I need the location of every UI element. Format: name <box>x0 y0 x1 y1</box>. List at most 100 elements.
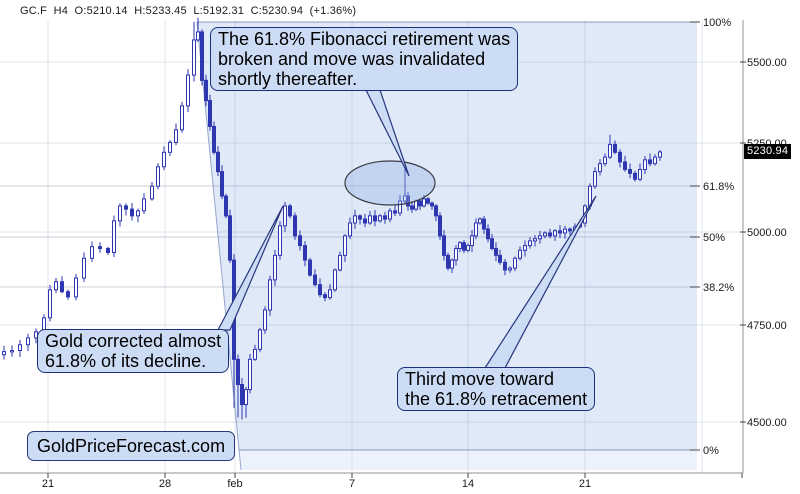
candle-body <box>268 279 272 311</box>
candle-body <box>26 337 30 346</box>
candle-body <box>442 235 446 256</box>
candle-body <box>513 257 517 269</box>
candle-body <box>503 261 507 271</box>
candle-body <box>338 254 342 271</box>
x-axis-label: 28 <box>159 478 171 490</box>
candle-body <box>406 195 410 207</box>
candle-body <box>628 169 632 174</box>
candle-body <box>236 358 240 386</box>
fib-shade-outer <box>197 22 697 470</box>
candle-body <box>494 247 498 256</box>
candle-body <box>196 31 200 41</box>
candle-body <box>373 215 377 222</box>
candle-body <box>563 228 567 234</box>
candle-body <box>263 309 267 331</box>
candle-body <box>458 242 462 249</box>
candle-body <box>553 230 557 237</box>
candle-body <box>538 235 542 240</box>
candle-body <box>208 100 212 127</box>
candle-body <box>273 254 277 281</box>
candle-body <box>454 247 458 261</box>
candle-body <box>353 215 357 224</box>
candle-body <box>288 205 292 217</box>
candle-body <box>156 166 160 187</box>
candle-body <box>10 349 14 353</box>
candle-body <box>54 281 58 291</box>
candle-body <box>18 344 22 351</box>
x-axis-label: feb <box>227 478 242 490</box>
candle-body <box>633 172 637 180</box>
x-axis-label: 21 <box>579 478 591 490</box>
candle-body <box>508 267 512 271</box>
candle-body <box>244 389 248 406</box>
candle-body <box>430 202 434 207</box>
candle-body <box>248 358 252 391</box>
candle-body <box>212 125 216 153</box>
candle-body <box>426 198 430 204</box>
candle-body <box>293 215 297 237</box>
candle-body <box>2 351 6 356</box>
fib-label: 38.2% <box>703 282 734 294</box>
candle-body <box>638 169 642 180</box>
candle-body <box>490 238 494 249</box>
candle-body <box>308 259 312 276</box>
candle-body <box>82 257 86 279</box>
candle-body <box>106 247 110 253</box>
candle-body <box>130 208 134 217</box>
candle-body <box>603 156 607 165</box>
candle-body <box>253 348 257 360</box>
candle-body <box>48 289 52 319</box>
candle-body <box>142 198 146 212</box>
candle-body <box>283 205 287 227</box>
candle-body <box>418 200 422 207</box>
candle-body <box>593 171 597 187</box>
candle-body <box>523 245 527 251</box>
candle-body <box>623 161 627 171</box>
candle-body <box>438 215 442 237</box>
candle-body <box>60 281 64 293</box>
candle-body <box>204 79 208 102</box>
candle-body <box>434 205 438 217</box>
candle-body <box>174 129 178 143</box>
candle-body <box>474 222 478 237</box>
annotation-third-move: Third move toward the 61.8% retracement <box>397 367 596 411</box>
candle-body <box>422 198 426 207</box>
candle-body <box>298 235 302 247</box>
candle-body <box>323 294 327 299</box>
candle-body <box>224 195 228 217</box>
y-axis-label: 4500.00 <box>747 417 787 429</box>
candle-body <box>643 159 647 171</box>
candle-body <box>393 210 397 214</box>
y-axis-label: 5500.00 <box>747 57 787 69</box>
candle-body <box>618 151 622 163</box>
candle-body <box>548 232 552 237</box>
candle-body <box>168 141 172 153</box>
candle-body <box>318 284 322 296</box>
candle-body <box>313 274 317 286</box>
candle-body <box>446 254 450 269</box>
candle-body <box>450 259 454 269</box>
fib-lines <box>0 21 700 451</box>
candle-body <box>333 269 337 291</box>
ohlc-header: GC.F H4 O:5210.14 H:5233.45 L:5192.31 C:… <box>20 5 357 17</box>
fib-label: 0% <box>703 445 719 457</box>
candle-body <box>358 215 362 220</box>
candle-body <box>228 215 232 261</box>
candle-body <box>478 218 482 224</box>
candle-body <box>414 200 418 210</box>
candle-body <box>343 235 347 256</box>
candle-body <box>368 215 372 224</box>
candle-body <box>462 242 466 251</box>
y-axis-label: 5000.00 <box>747 227 787 239</box>
candle-body <box>348 222 352 237</box>
candle-body <box>518 249 522 259</box>
candle-body <box>220 171 224 197</box>
x-axis-label: 14 <box>462 478 474 490</box>
fib-shade-inner <box>197 22 697 450</box>
candle-body <box>186 74 190 107</box>
candles <box>2 17 662 420</box>
candle-body <box>598 163 602 173</box>
candle-body <box>258 329 262 350</box>
y-axis-label: 4750.00 <box>747 320 787 332</box>
